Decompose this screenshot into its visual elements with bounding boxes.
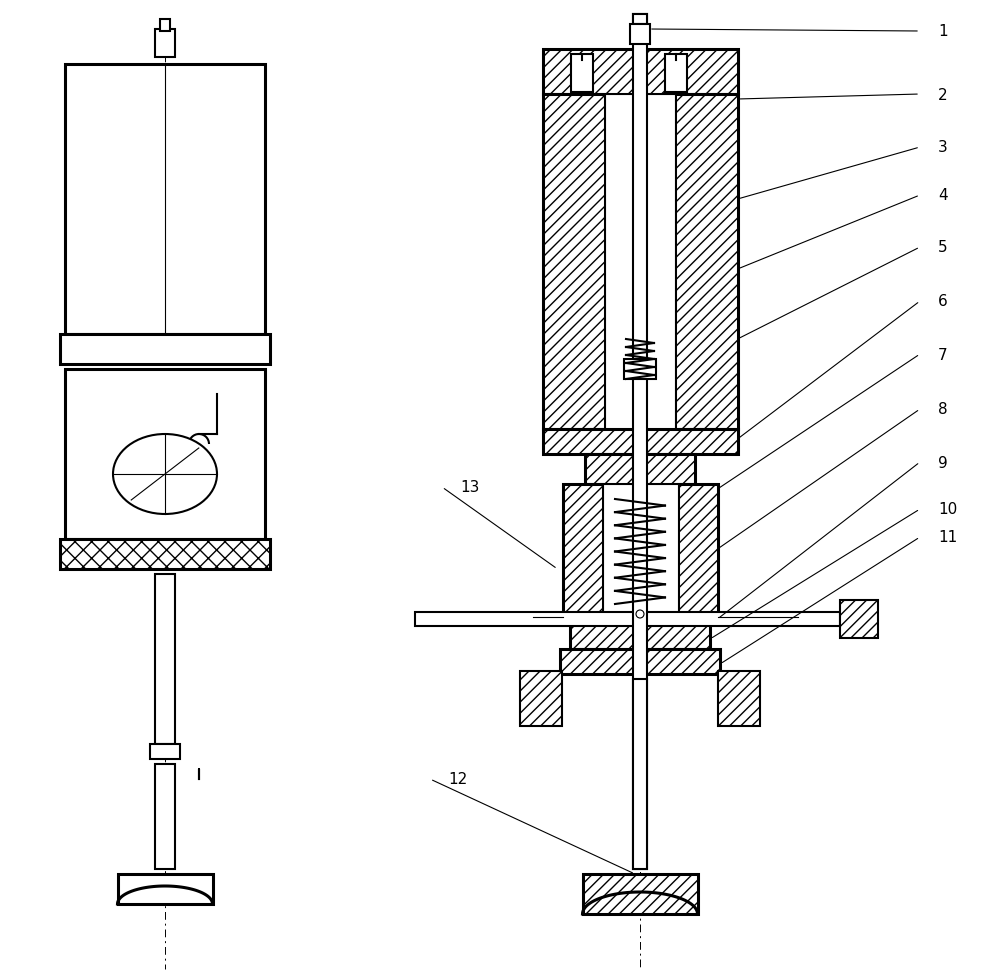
Bar bbox=[602, 484, 678, 614]
Bar bbox=[542, 429, 738, 455]
Bar bbox=[560, 649, 720, 674]
Bar bbox=[415, 612, 840, 626]
Bar bbox=[840, 600, 878, 639]
Text: 9: 9 bbox=[938, 455, 948, 470]
Bar bbox=[542, 95, 605, 429]
Text: 13: 13 bbox=[460, 480, 479, 495]
Bar bbox=[582, 874, 698, 914]
Text: 4: 4 bbox=[938, 189, 948, 203]
Text: 12: 12 bbox=[448, 772, 467, 786]
Bar bbox=[155, 574, 175, 744]
Bar bbox=[65, 370, 265, 540]
Text: 5: 5 bbox=[938, 241, 948, 255]
Bar bbox=[665, 55, 687, 93]
Bar bbox=[605, 95, 675, 429]
Bar bbox=[678, 484, 718, 614]
Ellipse shape bbox=[113, 434, 217, 514]
Bar bbox=[633, 15, 647, 25]
Bar bbox=[60, 334, 270, 365]
Bar bbox=[571, 55, 593, 93]
Bar bbox=[150, 744, 180, 759]
Bar bbox=[520, 671, 562, 727]
Bar bbox=[630, 25, 650, 45]
Bar bbox=[155, 30, 175, 58]
Bar bbox=[160, 20, 170, 32]
Text: 8: 8 bbox=[938, 402, 948, 417]
Bar bbox=[633, 680, 647, 869]
Text: 11: 11 bbox=[938, 530, 957, 545]
Bar bbox=[585, 455, 695, 484]
Bar bbox=[718, 671, 760, 727]
Bar bbox=[633, 15, 647, 869]
Bar bbox=[118, 874, 213, 904]
Bar bbox=[60, 540, 270, 569]
Text: 10: 10 bbox=[938, 502, 957, 517]
Text: 3: 3 bbox=[938, 141, 948, 156]
Bar bbox=[570, 614, 710, 649]
Text: 1: 1 bbox=[938, 24, 948, 39]
Bar bbox=[155, 764, 175, 869]
Circle shape bbox=[636, 610, 644, 618]
Bar bbox=[65, 65, 265, 334]
Text: 2: 2 bbox=[938, 87, 948, 103]
Bar bbox=[562, 484, 602, 614]
Bar bbox=[542, 50, 738, 95]
Bar bbox=[624, 360, 656, 379]
Text: 6: 6 bbox=[938, 294, 948, 309]
Text: 7: 7 bbox=[938, 347, 948, 362]
Bar bbox=[675, 95, 738, 429]
